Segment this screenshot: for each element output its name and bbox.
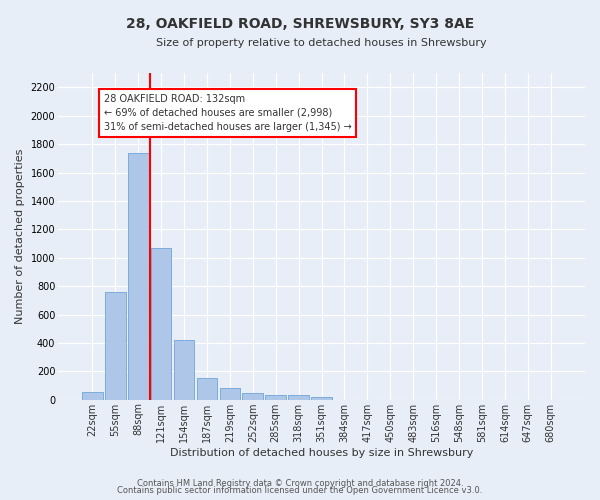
Bar [151, 248, 172, 400]
Text: Contains HM Land Registry data © Crown copyright and database right 2024.: Contains HM Land Registry data © Crown c… [137, 478, 463, 488]
Title: Size of property relative to detached houses in Shrewsbury: Size of property relative to detached ho… [156, 38, 487, 48]
Bar [128, 152, 149, 400]
Bar [289, 396, 309, 400]
Bar [242, 392, 263, 400]
Bar [265, 394, 286, 400]
Bar [82, 392, 103, 400]
Bar [220, 388, 240, 400]
Text: Contains public sector information licensed under the Open Government Licence v3: Contains public sector information licen… [118, 486, 482, 495]
Bar [311, 397, 332, 400]
Bar [197, 378, 217, 400]
Bar [174, 340, 194, 400]
Text: 28, OAKFIELD ROAD, SHREWSBURY, SY3 8AE: 28, OAKFIELD ROAD, SHREWSBURY, SY3 8AE [126, 18, 474, 32]
X-axis label: Distribution of detached houses by size in Shrewsbury: Distribution of detached houses by size … [170, 448, 473, 458]
Text: 28 OAKFIELD ROAD: 132sqm
← 69% of detached houses are smaller (2,998)
31% of sem: 28 OAKFIELD ROAD: 132sqm ← 69% of detach… [104, 94, 352, 132]
Y-axis label: Number of detached properties: Number of detached properties [15, 149, 25, 324]
Bar [105, 292, 125, 400]
